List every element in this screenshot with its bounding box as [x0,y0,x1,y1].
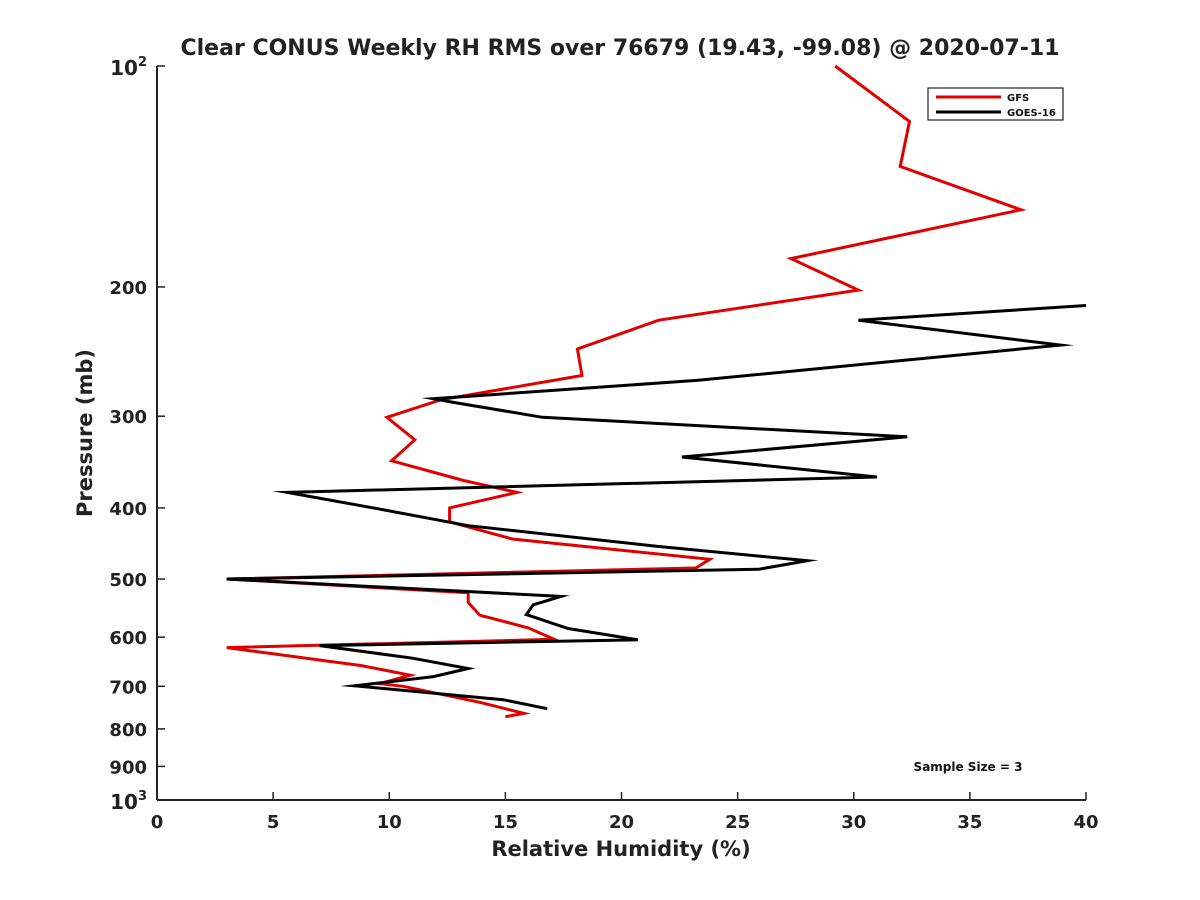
x-tick-label: 5 [267,812,280,833]
legend-box [927,87,1064,121]
y-tick-base: 10 [110,56,138,80]
x-tick-label: 0 [151,812,164,833]
y-tick-exponent: 2 [138,55,147,70]
series-line-gfs [226,64,1027,719]
y-axis-label: Pressure (mb) [73,349,97,517]
y-tick-label: 700 [109,677,147,698]
y-tick-label: 600 [109,628,147,649]
sample-size-annotation: Sample Size = 3 [914,760,1023,774]
x-tick-label: 20 [609,812,634,833]
chart-legend: GFS GOES-16 [927,87,1064,121]
x-tick-label: 40 [1073,812,1098,833]
y-tick-label: 200 [109,278,147,299]
plot-axes [156,66,1086,801]
y-tick-label: 300 [109,407,147,428]
x-tick-label: 15 [493,812,518,833]
x-tick-label: 30 [841,812,866,833]
y-tick-label: 400 [109,499,147,520]
y-tick-base: 10 [110,790,138,814]
x-tick-label: 10 [377,812,402,833]
x-tick-label: 35 [957,812,982,833]
x-axis-label: Relative Humidity (%) [491,837,750,861]
y-tick-label: 102 [110,55,147,80]
y-tick-exponent: 3 [138,789,147,804]
y-tick-label: 800 [109,720,147,741]
y-tick-label: 900 [109,757,147,778]
legend-label: GOES-16 [1007,108,1056,119]
series-line-goes-16 [226,304,1087,711]
y-tick-label: 103 [110,789,147,814]
y-tick-label: 500 [109,570,147,591]
chart-title: Clear CONUS Weekly RH RMS over 76679 (19… [181,36,1060,61]
legend-label: GFS [1007,93,1029,104]
x-tick-label: 25 [725,812,750,833]
